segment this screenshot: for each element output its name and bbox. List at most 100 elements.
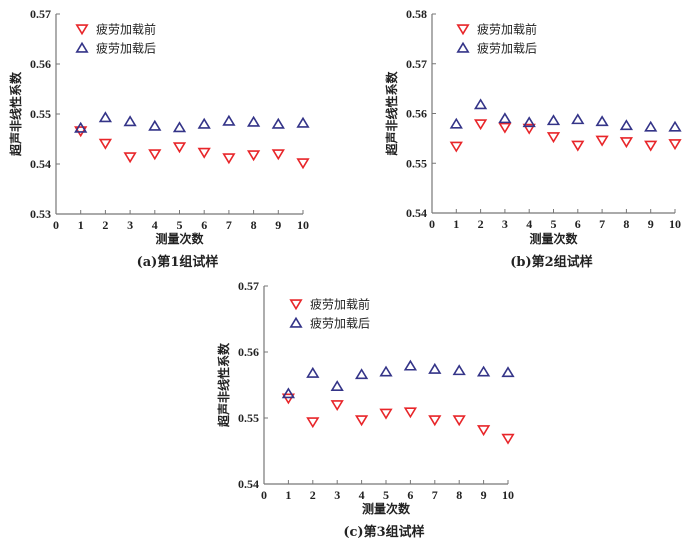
data-point-after-fatigue: [330, 380, 344, 392]
x-tick-label: 4: [526, 217, 532, 231]
legend-marker-after-fatigue: [289, 316, 303, 328]
x-tick-label: 3: [334, 488, 340, 502]
data-point-before-fatigue: [354, 415, 369, 427]
data-point-before-fatigue: [172, 142, 187, 154]
legend-marker-before-fatigue: [75, 24, 89, 36]
data-point-before-fatigue: [98, 138, 113, 150]
data-point-before-fatigue: [428, 415, 442, 427]
y-axis-label: 超声非线性系数: [216, 342, 231, 428]
x-tick-label: 4: [152, 218, 158, 232]
x-tick-label: 6: [407, 488, 413, 502]
legend-marker-after-fatigue: [456, 41, 470, 53]
x-tick-label: 4: [359, 488, 365, 502]
data-point-after-fatigue: [354, 368, 369, 380]
data-point-after-fatigue: [498, 112, 512, 124]
data-point-before-fatigue: [498, 122, 512, 134]
data-point-before-fatigue: [197, 147, 211, 159]
x-tick-label: 0: [261, 488, 267, 502]
data-point-after-fatigue: [522, 116, 536, 128]
data-point-after-fatigue: [123, 115, 137, 127]
y-tick-label: 0.57: [30, 7, 51, 21]
data-point-after-fatigue: [428, 362, 442, 374]
x-tick-label: 1: [78, 218, 84, 232]
data-point-after-fatigue: [172, 121, 187, 133]
x-tick-label: 9: [275, 218, 281, 232]
x-tick-label: 8: [251, 218, 257, 232]
y-tick-label: 0.54: [406, 206, 427, 220]
y-tick-label: 0.55: [406, 156, 427, 170]
x-tick-label: 8: [456, 488, 462, 502]
data-point-before-fatigue: [296, 158, 310, 170]
data-point-after-fatigue: [449, 117, 463, 129]
legend-marker-before-fatigue: [289, 299, 303, 311]
data-point-after-fatigue: [571, 113, 585, 125]
x-axis-label: 测量次数: [362, 501, 411, 516]
data-point-before-fatigue: [644, 140, 658, 152]
y-tick-label: 0.54: [30, 157, 51, 171]
x-tick-label: 0: [53, 218, 59, 232]
x-tick-label: 9: [481, 488, 487, 502]
x-tick-label: 7: [432, 488, 438, 502]
x-tick-label: 1: [453, 217, 459, 231]
y-tick-label: 0.55: [238, 411, 259, 425]
data-point-before-fatigue: [246, 150, 261, 162]
data-point-after-fatigue: [546, 114, 561, 126]
x-tick-label: 7: [226, 218, 232, 232]
y-axis-label: 超声非线性系数: [8, 71, 23, 157]
y-tick-label: 0.55: [30, 107, 51, 121]
x-tick-label: 5: [383, 488, 389, 502]
data-point-before-fatigue: [668, 139, 682, 151]
data-point-before-fatigue: [473, 119, 488, 131]
y-tick-label: 0.56: [30, 57, 51, 71]
data-point-after-fatigue: [271, 117, 285, 129]
y-tick-label: 0.57: [406, 57, 427, 71]
x-tick-label: 3: [502, 217, 508, 231]
data-point-after-fatigue: [281, 387, 296, 399]
data-point-after-fatigue: [668, 120, 682, 132]
x-tick-label: 8: [623, 217, 629, 231]
y-tick-label: 0.57: [238, 279, 259, 293]
legend-label: 疲劳加载前: [477, 22, 537, 37]
data-point-before-fatigue: [571, 140, 585, 152]
data-point-before-fatigue: [546, 132, 561, 144]
data-point-after-fatigue: [98, 111, 113, 123]
y-axis-label: 超声非线性系数: [384, 71, 399, 157]
x-axis-label: 测量次数: [155, 231, 204, 246]
x-tick-label: 10: [669, 217, 681, 231]
data-point-before-fatigue: [123, 152, 137, 164]
data-point-after-fatigue: [595, 115, 609, 127]
data-point-after-fatigue: [306, 366, 320, 378]
x-axis-label: 测量次数: [529, 231, 578, 246]
figure-caption: (c)第3组试样: [343, 524, 424, 540]
data-point-before-fatigue: [595, 135, 609, 147]
data-point-after-fatigue: [473, 98, 488, 110]
chart-panel-a: 0.53 0.54 0.55 0.56 0.57 0 1 2 3 4 5 6 7 8 9 10 测量次数 超声非线…: [8, 7, 310, 270]
x-tick-label: 7: [599, 217, 605, 231]
legend-label: 疲劳加载后: [310, 316, 370, 331]
y-tick-label: 0.54: [238, 477, 259, 491]
y-tick-label: 0.53: [30, 207, 51, 221]
legend-label: 疲劳加载后: [477, 41, 537, 56]
y-tick-label: 0.58: [406, 7, 427, 21]
x-tick-label: 5: [177, 218, 183, 232]
data-point-before-fatigue: [403, 407, 418, 419]
data-point-before-fatigue: [379, 408, 393, 420]
data-point-before-fatigue: [222, 153, 236, 165]
data-point-after-fatigue: [452, 364, 466, 376]
legend-label: 疲劳加载前: [96, 22, 156, 37]
chart-panel-c: 0.54 0.55 0.56 0.57 0 1 2 3 4 5 6 7 8 9 10 测量次数 超声非线性系数 (…: [216, 279, 515, 540]
figure-caption: (a)第1组试样: [137, 254, 219, 270]
data-point-after-fatigue: [379, 365, 393, 377]
x-tick-label: 2: [478, 217, 484, 231]
figure-caption: (b)第2组试样: [510, 254, 592, 270]
data-point-before-fatigue: [501, 433, 515, 445]
data-point-after-fatigue: [197, 117, 211, 129]
data-point-before-fatigue: [449, 141, 463, 153]
data-point-before-fatigue: [619, 137, 634, 149]
data-point-before-fatigue: [330, 400, 344, 412]
x-tick-label: 6: [201, 218, 207, 232]
legend-marker-after-fatigue: [75, 41, 89, 53]
data-point-after-fatigue: [296, 116, 310, 128]
data-point-after-fatigue: [403, 359, 418, 371]
